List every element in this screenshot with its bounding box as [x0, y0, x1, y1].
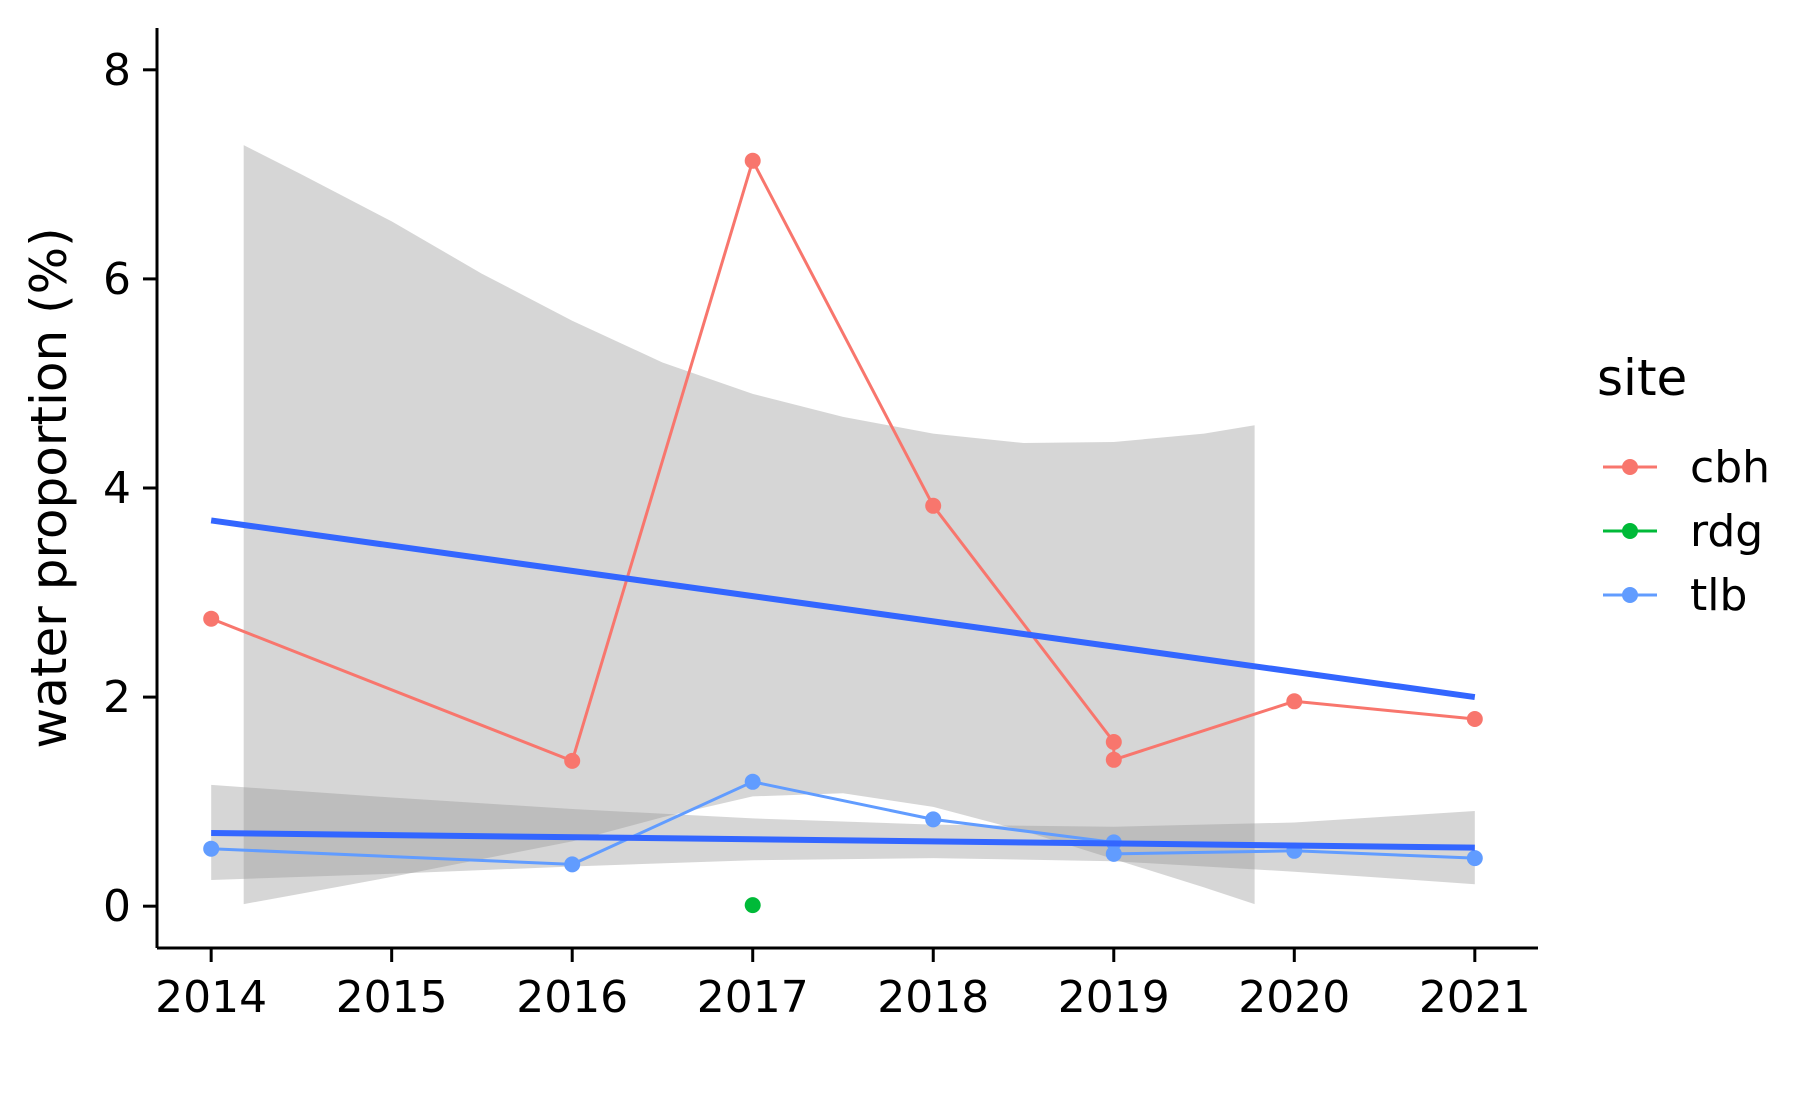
y-ticks: 0 2 4 6 8: [103, 45, 157, 932]
trend-lines: [210, 517, 1476, 851]
legend-label: tlb: [1690, 570, 1747, 621]
y-tick-label: 2: [103, 672, 131, 723]
x-tick-label: 2021: [1419, 972, 1531, 1023]
legend-key-point: [1622, 523, 1638, 539]
point-cbh: [564, 752, 581, 769]
point-tlb: [203, 840, 220, 857]
point-cbh: [1105, 734, 1122, 750]
y-tick-label: 4: [103, 463, 131, 514]
point-cbh: [925, 497, 942, 514]
x-tick-label: 2015: [336, 972, 448, 1023]
legend-item-cbh: cbh: [1603, 442, 1770, 493]
point-tlb: [1105, 845, 1122, 862]
legend-key-point: [1622, 587, 1638, 603]
x-tick-label: 2017: [697, 972, 809, 1023]
legend-label: cbh: [1690, 442, 1770, 493]
point-cbh: [1105, 751, 1122, 768]
legend-label: rdg: [1690, 506, 1763, 557]
x-tick-label: 2019: [1058, 972, 1170, 1023]
point-tlb: [744, 773, 761, 790]
confidence-band-1: [243, 145, 1255, 905]
confidence-bands: [211, 145, 1475, 905]
legend-item-rdg: rdg: [1603, 506, 1763, 557]
series-lines: [210, 156, 1475, 866]
y-tick-label: 8: [103, 45, 131, 96]
trend-line-1: [210, 517, 1476, 701]
y-axis-title: water proportion (%): [20, 227, 78, 748]
y-tick-label: 0: [103, 881, 131, 932]
legend: site cbh rdg tlb: [1597, 349, 1770, 621]
point-cbh: [744, 152, 761, 169]
trend-line-2: [211, 830, 1475, 851]
legend-title: site: [1597, 349, 1687, 407]
point-tlb: [1466, 850, 1483, 867]
legend-item-tlb: tlb: [1603, 570, 1747, 621]
y-tick-label: 6: [103, 254, 131, 305]
x-ticks: 2014 2015 2016 2017 2018 2019 2020 2021: [155, 948, 1531, 1023]
x-tick-label: 2016: [516, 972, 628, 1023]
point-tlb: [564, 856, 581, 873]
point-tlb: [925, 811, 942, 828]
point-cbh: [1466, 711, 1483, 727]
confidence-band-2: [211, 784, 1475, 885]
x-tick-label: 2014: [155, 972, 267, 1023]
series-line-tlb: [211, 780, 1475, 866]
point-rdg: [744, 897, 761, 914]
x-tick-label: 2020: [1238, 972, 1350, 1023]
point-cbh: [1286, 693, 1303, 710]
series-line-cbh: [210, 156, 1475, 763]
x-tick-label: 2018: [877, 972, 989, 1023]
point-cbh: [203, 610, 220, 627]
legend-key-point: [1622, 459, 1638, 475]
